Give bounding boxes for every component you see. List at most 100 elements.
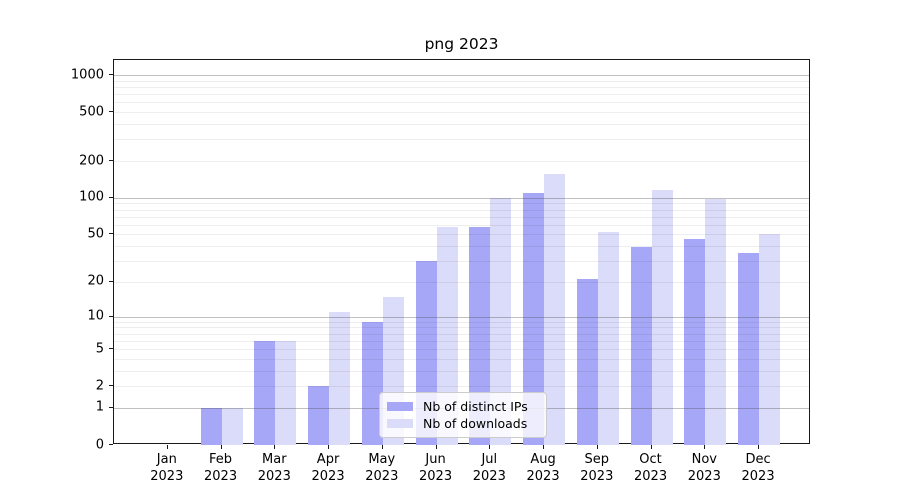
gridline-20 — [114, 281, 809, 283]
x-tick-mark — [166, 445, 168, 449]
bar-downloads-jul — [490, 197, 512, 445]
y-tick-mark — [109, 444, 113, 445]
legend-label-distinct-ips: Nb of distinct IPs — [423, 399, 528, 414]
bar-downloads-apr — [329, 311, 351, 445]
y-tick-label-10: 10 — [87, 308, 104, 324]
bar-downloads-nov — [705, 198, 727, 445]
gridline-10 — [114, 316, 809, 318]
y-tick-mark — [109, 74, 113, 76]
bar-distinct-ips-apr — [308, 386, 330, 445]
bar-downloads-sep — [597, 232, 619, 445]
x-tick-label-may: May 2023 — [365, 452, 399, 484]
gridline-40 — [114, 246, 809, 248]
y-tick-mark — [109, 111, 113, 113]
x-tick-mark — [758, 445, 760, 449]
bar-distinct-ips-dec — [738, 253, 760, 445]
x-tick-mark — [328, 445, 330, 449]
bar-distinct-ips-nov — [684, 238, 706, 445]
bar-distinct-ips-aug — [523, 192, 545, 445]
y-tick-label-50: 50 — [87, 226, 104, 242]
gridline-800 — [114, 86, 809, 88]
x-tick-label-oct: Oct 2023 — [634, 452, 668, 484]
x-tick-label-apr: Apr 2023 — [311, 452, 345, 484]
x-tick-mark — [543, 445, 545, 449]
gridline-4 — [114, 358, 809, 360]
gridline-500 — [114, 112, 809, 114]
gridline-60 — [114, 224, 809, 226]
gridline-7 — [114, 333, 809, 335]
legend-row-distinct-ips: Nb of distinct IPs — [387, 398, 537, 415]
plot-area — [113, 59, 810, 445]
y-tick-label-500: 500 — [79, 104, 104, 120]
gridline-1000 — [114, 75, 809, 77]
x-tick-label-jul: Jul 2023 — [472, 452, 506, 484]
y-tick-mark — [109, 385, 113, 387]
bar-distinct-ips-may — [361, 321, 383, 445]
y-tick-label-5: 5 — [95, 341, 104, 357]
y-tick-label-0: 0 — [95, 437, 104, 452]
gridline-600 — [114, 102, 809, 104]
bar-distinct-ips-sep — [576, 279, 598, 445]
x-tick-mark — [381, 445, 383, 449]
x-tick-mark — [274, 445, 276, 449]
x-tick-label-mar: Mar 2023 — [257, 452, 291, 484]
bar-distinct-ips-jul — [469, 226, 491, 445]
bar-downloads-mar — [275, 340, 297, 445]
y-tick-label-1000: 1000 — [70, 67, 104, 83]
legend-row-downloads: Nb of downloads — [387, 415, 537, 432]
gridline-200 — [114, 161, 809, 163]
gridline-30 — [114, 261, 809, 263]
x-tick-label-sep: Sep 2023 — [580, 452, 614, 484]
bar-distinct-ips-mar — [254, 340, 276, 445]
bar-downloads-aug — [544, 173, 566, 445]
gridline-90 — [114, 203, 809, 205]
legend-label-downloads: Nb of downloads — [423, 416, 528, 431]
x-tick-label-dec: Dec 2023 — [741, 452, 775, 484]
x-tick-label-feb: Feb 2023 — [204, 452, 238, 484]
gridline-100 — [114, 197, 809, 199]
y-tick-mark — [109, 315, 113, 317]
bar-distinct-ips-feb — [200, 407, 222, 445]
gridline-3 — [114, 370, 809, 372]
y-tick-label-1: 1 — [95, 399, 104, 415]
y-tick-label-100: 100 — [79, 189, 104, 205]
gridline-300 — [114, 139, 809, 141]
y-tick-mark — [109, 233, 113, 235]
legend-swatch-distinct-ips — [387, 402, 413, 411]
y-tick-mark — [109, 280, 113, 282]
gridline-400 — [114, 124, 809, 126]
gridline-9 — [114, 321, 809, 323]
gridline-8 — [114, 327, 809, 329]
chart-title: png 2023 — [424, 35, 499, 53]
x-tick-mark — [596, 445, 598, 449]
legend-swatch-downloads — [387, 419, 413, 428]
gridline-5 — [114, 349, 809, 351]
gridline-2 — [114, 386, 809, 388]
bar-downloads-jun — [436, 226, 458, 445]
x-tick-label-jan: Jan 2023 — [150, 452, 184, 484]
bar-downloads-oct — [651, 190, 673, 445]
bar-downloads-dec — [759, 234, 781, 445]
gridline-700 — [114, 94, 809, 96]
y-tick-mark — [109, 196, 113, 198]
gridline-6 — [114, 340, 809, 342]
gridline-50 — [114, 234, 809, 236]
x-tick-mark — [704, 445, 706, 449]
y-tick-mark — [109, 348, 113, 350]
gridline-900 — [114, 80, 809, 82]
y-tick-label-2: 2 — [95, 378, 104, 394]
y-tick-mark — [109, 160, 113, 162]
gridline-70 — [114, 216, 809, 218]
x-tick-mark — [650, 445, 652, 449]
y-tick-mark — [109, 406, 113, 408]
x-tick-mark — [220, 445, 222, 449]
y-tick-label-20: 20 — [87, 273, 104, 289]
bar-distinct-ips-oct — [630, 247, 652, 445]
x-tick-mark — [489, 445, 491, 449]
x-tick-mark — [435, 445, 437, 449]
gridline-80 — [114, 209, 809, 211]
legend: Nb of distinct IPs Nb of downloads — [379, 392, 547, 438]
x-tick-label-aug: Aug 2023 — [526, 452, 560, 484]
y-tick-label-200: 200 — [79, 153, 104, 169]
